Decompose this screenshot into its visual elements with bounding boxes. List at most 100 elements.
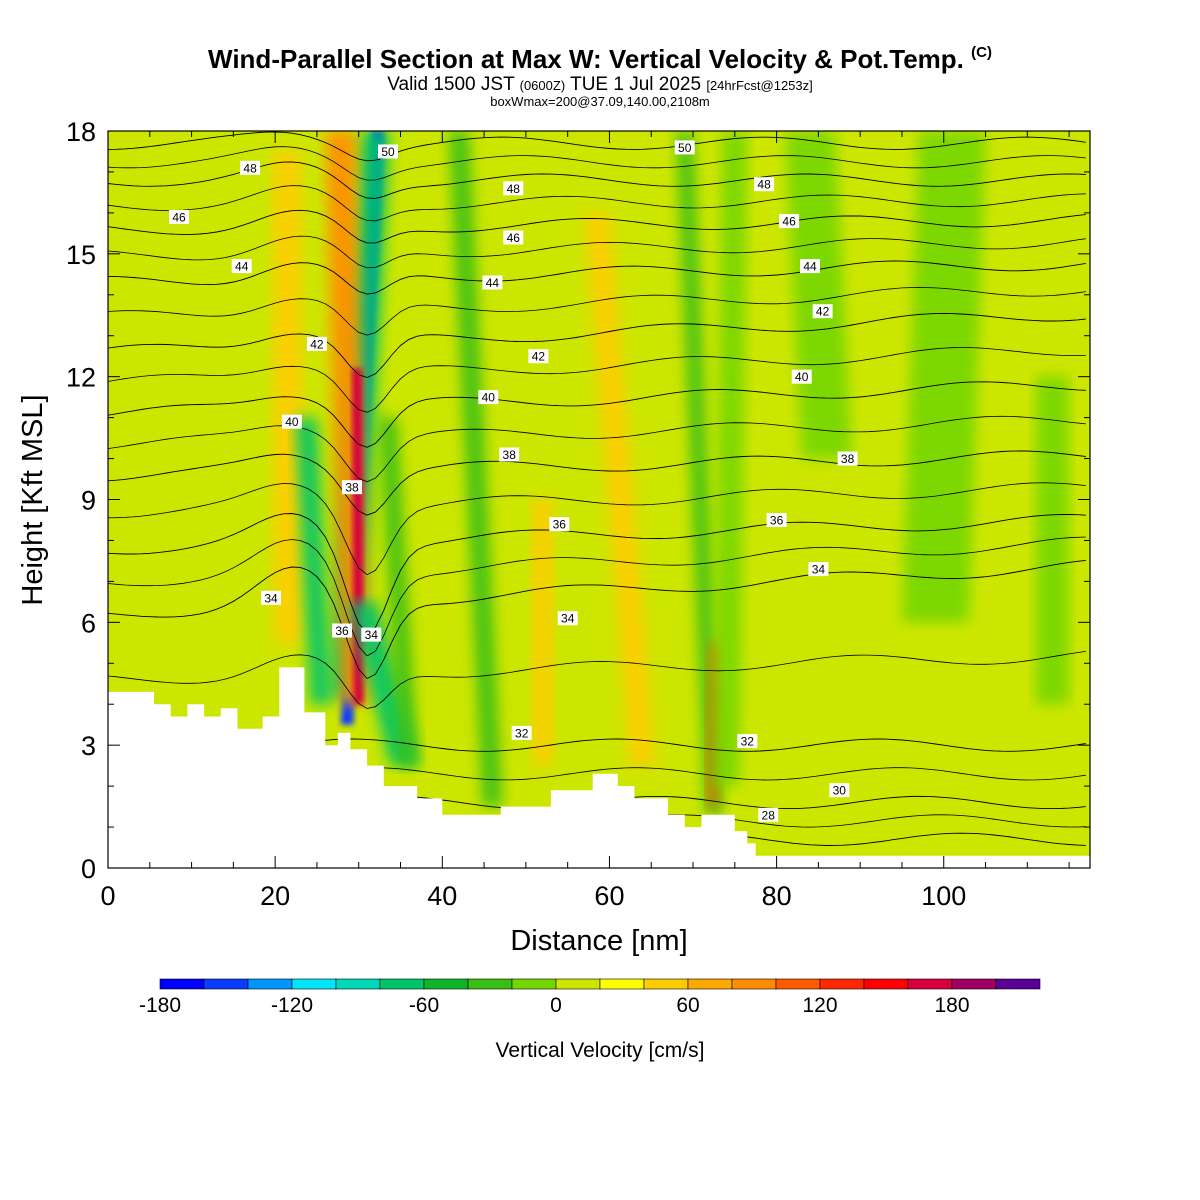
w-feature-8: [448, 131, 503, 807]
theta-label-text-26: 34: [812, 563, 826, 577]
theta-label-bg-20: [549, 517, 570, 532]
w-feature-15: [901, 131, 986, 623]
theta-label-10: 44: [800, 259, 820, 274]
x-axis-title: Distance [nm]: [510, 925, 687, 957]
theta-label-bg-5: [169, 210, 189, 224]
theta-label-26: 34: [808, 562, 829, 577]
theta-label-text-29: 30: [833, 784, 847, 798]
theta-contour-50: [108, 131, 1086, 162]
theta-contour-mid-40: [108, 347, 1086, 413]
theta-label-text-23: 34: [264, 591, 278, 605]
theta-contour-40: [108, 381, 1086, 448]
theta-label-bg-16: [791, 369, 812, 384]
theta-contour-mid-46: [108, 185, 1086, 222]
theta-label-bg-1: [674, 140, 695, 155]
theta-contour-mid-32: [108, 651, 1086, 709]
colorbar-swatch-3: [291, 978, 337, 990]
theta-label-19: 38: [837, 451, 858, 466]
theta-contour-46: [108, 209, 1086, 244]
colorbar-swatch-5: [379, 978, 425, 990]
theta-label-18: 38: [499, 447, 520, 462]
theta-label-text-3: 48: [507, 182, 521, 196]
theta-label-bg-13: [812, 304, 833, 319]
theta-contour-mid-36: [108, 482, 1086, 576]
colorbar-swatch-12: [687, 978, 733, 990]
valid-time-date: TUE 1 Jul 2025: [570, 74, 702, 95]
theta-label-bg-28: [737, 734, 758, 749]
theta-label-8: 44: [231, 259, 252, 274]
y-tick-label-0: 0: [81, 854, 96, 884]
w-feature-13: [713, 131, 748, 787]
colorbar-swatch-17: [907, 978, 953, 990]
terrain-mask: [108, 667, 1090, 868]
theta-label-bg-21: [766, 513, 787, 527]
theta-label-bg-25: [557, 611, 578, 626]
theta-label-text-22: 36: [335, 624, 349, 638]
theta-label-13: 42: [812, 304, 833, 319]
colorbar-label-1: -120: [271, 994, 313, 1017]
terrain: [108, 667, 1090, 868]
x-tick-label-2: 40: [427, 881, 457, 911]
theta-contour-mid-48: [108, 146, 1086, 181]
theta-label-text-21: 36: [770, 514, 784, 528]
colorbar-swatch-7: [467, 978, 513, 990]
forecast-info: [24hrFcst@1253z]: [706, 78, 813, 93]
copyright-mark: (C): [971, 44, 992, 61]
theta-label-bg-23: [261, 590, 281, 605]
theta-label-bg-0: [378, 144, 398, 159]
theta-label-11: 42: [306, 336, 327, 351]
theta-contour-34: [108, 559, 1086, 680]
colorbar-swatch-16: [863, 978, 909, 990]
theta-label-bg-15: [478, 390, 499, 405]
colorbar: -180 -120 -60 0 60 120 180: [139, 978, 1041, 1017]
theta-label-28: 32: [737, 734, 758, 749]
theta-label-5: 46: [169, 210, 189, 225]
theta-label-23: 34: [261, 590, 281, 605]
theta-label-text-13: 42: [816, 305, 830, 319]
chart-title-text: Wind-Parallel Section at Max W: Vertical…: [208, 44, 964, 74]
theta-label-6: 46: [503, 230, 524, 245]
w-feature-16: [1035, 376, 1070, 705]
theta-label-bg-19: [837, 451, 858, 466]
colorbar-swatch-11: [643, 978, 689, 990]
theta-label-bg-3: [503, 181, 524, 196]
theta-contour-38: [108, 450, 1086, 516]
theta-label-24: 34: [361, 627, 382, 642]
colorbar-swatch-9: [555, 978, 601, 990]
theta-label-22: 36: [332, 623, 352, 638]
theta-label-17: 38: [342, 480, 362, 495]
theta-label-1: 50: [674, 140, 695, 155]
theta-label-29: 30: [829, 783, 850, 798]
theta-label-text-4: 48: [757, 178, 771, 192]
theta-label-bg-22: [332, 623, 352, 638]
theta-contour-mid-44: [108, 235, 1086, 269]
theta-label-bg-4: [754, 177, 775, 192]
theta-label-text-25: 34: [561, 612, 575, 626]
theta-label-14: 40: [281, 414, 302, 429]
colorbar-swatch-18: [951, 978, 997, 990]
theta-label-bg-9: [482, 275, 503, 290]
theta-label-text-15: 40: [482, 391, 496, 405]
theta-contour-mid-34: [108, 536, 1086, 657]
theta-label-text-8: 44: [235, 260, 249, 274]
chart-title: Wind-Parallel Section at Max W: Vertical…: [0, 44, 1200, 75]
colorbar-swatch-8: [511, 978, 557, 990]
theta-label-text-1: 50: [678, 141, 692, 155]
theta-label-text-18: 38: [503, 448, 517, 462]
colorbar-swatch-0: [159, 978, 205, 990]
w-feature-5: [295, 417, 332, 705]
valid-time-utc: (0600Z): [519, 78, 566, 93]
y-tick-label-6: 18: [66, 117, 96, 147]
theta-label-text-16: 40: [795, 370, 809, 384]
theta-label-bg-12: [528, 349, 549, 364]
theta-label-4: 48: [754, 177, 775, 192]
theta-contour-mid-42: [108, 286, 1086, 336]
colorbar-swatch-4: [335, 978, 381, 990]
w-feature-9: [532, 499, 553, 766]
theta-label-text-28: 32: [741, 735, 755, 749]
theta-label-25: 34: [557, 611, 578, 626]
colorbar-label-5: 120: [802, 994, 837, 1017]
theta-label-0: 50: [378, 144, 398, 159]
